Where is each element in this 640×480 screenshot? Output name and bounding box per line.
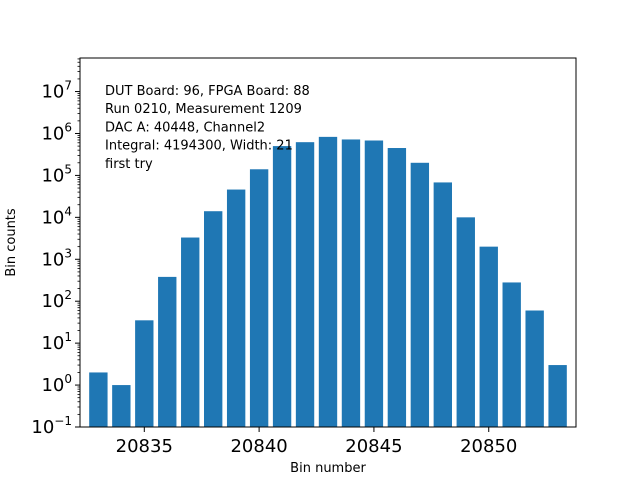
x-axis-label: Bin number — [290, 461, 366, 476]
y-tick-label: 102 — [41, 288, 72, 312]
y-tick-label: 101 — [41, 330, 72, 354]
y-axis-ticks: 10−1 100 101 102 103 104 105 106 107 — [31, 58, 80, 438]
x-tick-label: 20840 — [230, 436, 287, 457]
bar-20847 — [410, 162, 430, 428]
x-tick-label: 20835 — [116, 436, 173, 457]
x-axis-ticks: 20835 20840 20845 20850 — [116, 427, 517, 457]
bar-20842 — [295, 142, 315, 427]
y-axis-label: Bin counts — [4, 208, 19, 277]
bar-20834 — [112, 385, 131, 427]
bar-20844 — [341, 139, 361, 427]
bar-20850 — [479, 246, 498, 427]
annotation-line: DAC A: 40448, Channel2 — [105, 120, 265, 135]
bar-20840 — [249, 169, 269, 427]
y-tick-label: 100 — [41, 372, 72, 396]
y-tick-label: 105 — [41, 162, 72, 186]
bars-group — [89, 136, 567, 428]
bar-20848 — [433, 182, 452, 427]
bar-20837 — [181, 237, 200, 427]
annotation-line: Run 0210, Measurement 1209 — [105, 102, 302, 117]
y-tick-label: 107 — [41, 79, 72, 103]
plot-frame — [79, 57, 577, 428]
bar-20839 — [226, 189, 246, 427]
bar-20849 — [456, 217, 475, 427]
bar-20835 — [135, 320, 154, 427]
x-tick-label: 20845 — [345, 436, 402, 457]
bar-20845 — [364, 140, 384, 427]
y-tick-label: 10−1 — [31, 414, 72, 438]
y-tick-label: 104 — [41, 204, 72, 228]
bar-20851 — [502, 282, 521, 427]
annotation-line: DUT Board: 96, FPGA Board: 88 — [105, 84, 310, 99]
annotation-box: DUT Board: 96, FPGA Board: 88 Run 0210, M… — [105, 84, 310, 172]
annotation-line: Integral: 4194300, Width: 21 — [105, 139, 293, 154]
bar-20841 — [272, 146, 292, 427]
annotation-line: first try — [105, 157, 153, 172]
x-tick-label: 20850 — [460, 436, 517, 457]
bar-20852 — [525, 310, 544, 427]
bar-20853 — [548, 365, 567, 427]
y-tick-label: 103 — [41, 246, 72, 270]
y-tick-label: 106 — [41, 120, 72, 144]
bar-20846 — [387, 148, 407, 427]
bar-20833 — [89, 372, 108, 427]
bar-20836 — [158, 276, 177, 427]
bar-20838 — [204, 211, 223, 427]
bar-20843 — [318, 136, 338, 427]
